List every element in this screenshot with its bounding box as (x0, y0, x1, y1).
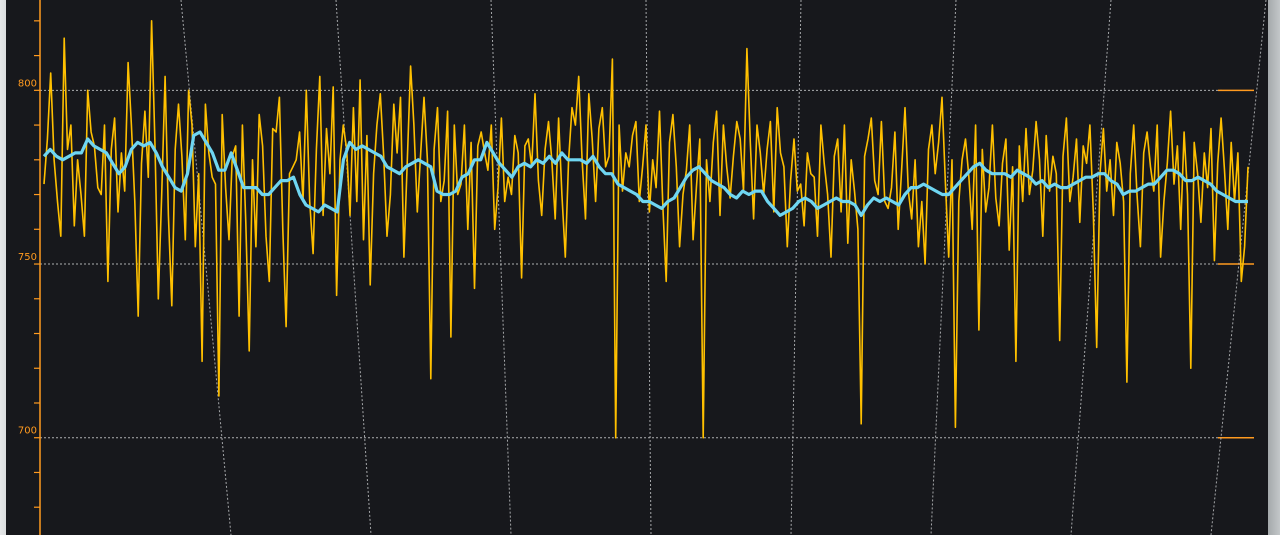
gridline-v (930, 0, 957, 535)
gridline-v (1070, 0, 1112, 535)
oscilloscope-screen: 700 750 800 (6, 0, 1268, 535)
raw-signal-line (43, 19, 1249, 439)
y-axis-tick-labels: 700 750 800 (18, 78, 37, 436)
gridline-v (645, 0, 652, 535)
y-tick-label: 750 (18, 252, 37, 263)
plot-background (6, 0, 1268, 535)
gridline-v (180, 0, 232, 535)
vertical-gridlines (180, 0, 1267, 535)
series-layer (42, 19, 1249, 439)
y-axis-minor-ticks (34, 20, 40, 508)
gridline-v (1210, 0, 1267, 535)
gridline-v (335, 0, 372, 535)
gridline-v (490, 0, 512, 535)
y-tick-label: 800 (18, 78, 37, 89)
gridline-v (790, 0, 802, 535)
smoothed-signal-line (42, 130, 1248, 217)
y-tick-label: 700 (18, 426, 37, 437)
line-chart: 700 750 800 (6, 0, 1268, 535)
